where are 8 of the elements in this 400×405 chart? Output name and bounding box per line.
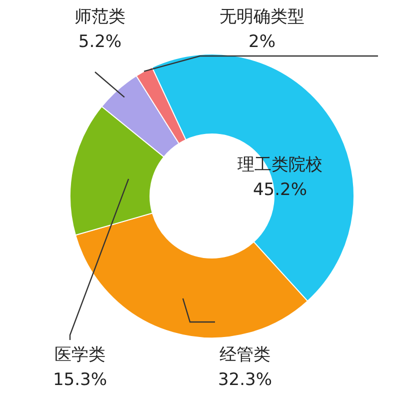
- slice-label: 经管类: [220, 345, 270, 365]
- slice-label: 师范类: [74, 7, 126, 27]
- data-label: 15.3%: [52, 370, 108, 390]
- slice-label: 无明确类型: [220, 7, 304, 27]
- data-label: 2%: [248, 32, 276, 52]
- slice-label: 医学类: [54, 345, 106, 365]
- data-label: 32.3%: [218, 370, 272, 390]
- data-label: 5.2%: [78, 32, 122, 52]
